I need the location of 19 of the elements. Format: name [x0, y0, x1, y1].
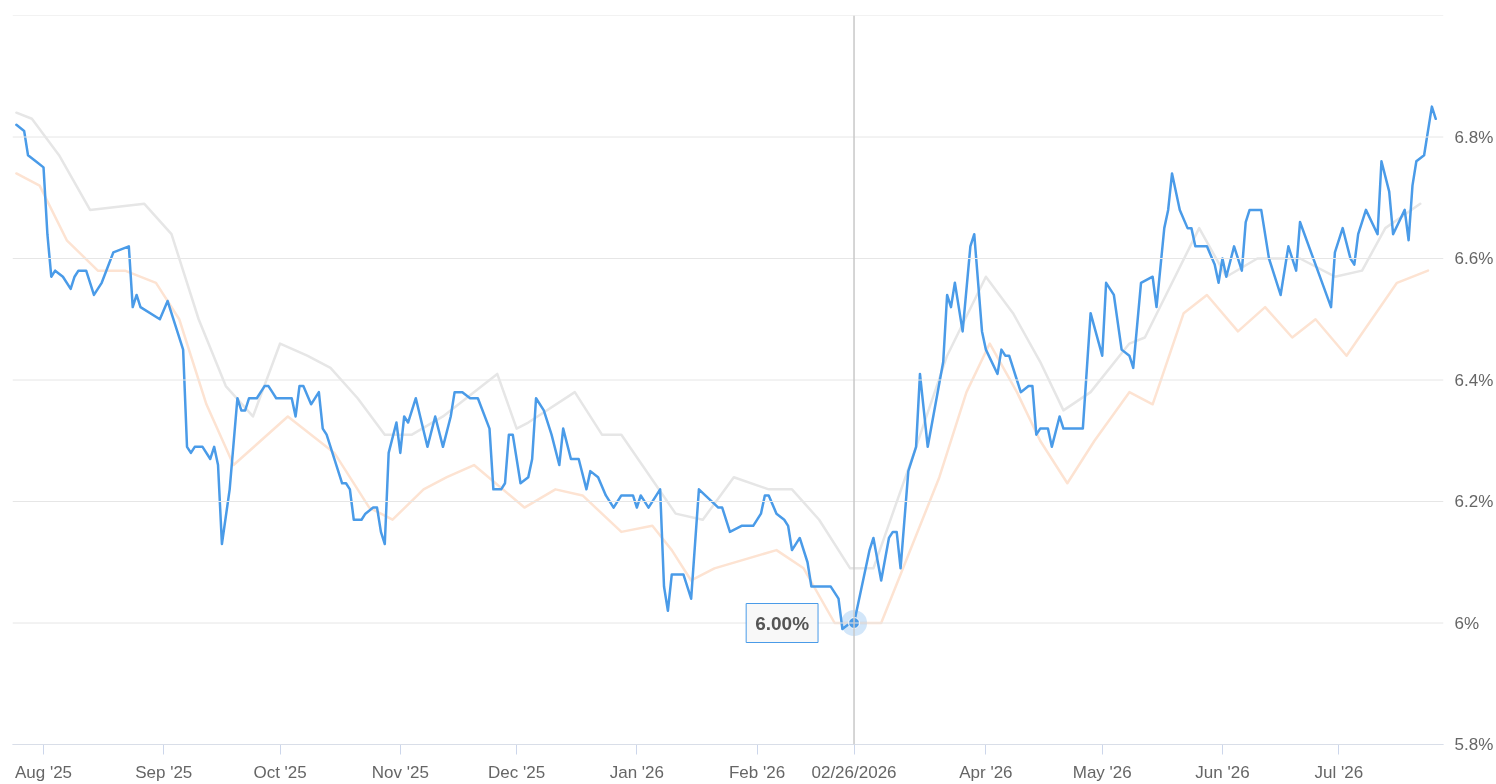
x-tick-label: Apr '26 — [959, 762, 1013, 782]
y-tick-label: 6.2% — [1454, 492, 1494, 511]
y-tick-label: 6.6% — [1454, 249, 1494, 268]
x-tick-label: Sep '25 — [135, 762, 193, 782]
annotation: 6.00% — [755, 612, 810, 634]
y-tick-label: 6.8% — [1454, 127, 1494, 147]
x-tick-label: Aug '25 — [14, 762, 73, 782]
x-tick-label: Nov '25 — [371, 762, 429, 782]
y-tick-label: 6.4% — [1454, 370, 1494, 390]
x-tick-label: Jun '26 — [1195, 762, 1250, 782]
x-tick-label: Dec '25 — [488, 762, 546, 782]
ref-line-label: 02/26/2026 — [811, 762, 897, 782]
y-tick-label: 6% — [1454, 613, 1480, 633]
x-tick-label: Jul '26 — [1314, 762, 1364, 782]
x-tick-label: Feb '26 — [729, 762, 786, 782]
x-tick-label: May '26 — [1072, 762, 1132, 782]
y-tick-label: 5.8% — [1454, 735, 1494, 754]
x-tick-label: Oct '25 — [253, 762, 307, 782]
x-tick-label: Jan '26 — [609, 762, 665, 782]
